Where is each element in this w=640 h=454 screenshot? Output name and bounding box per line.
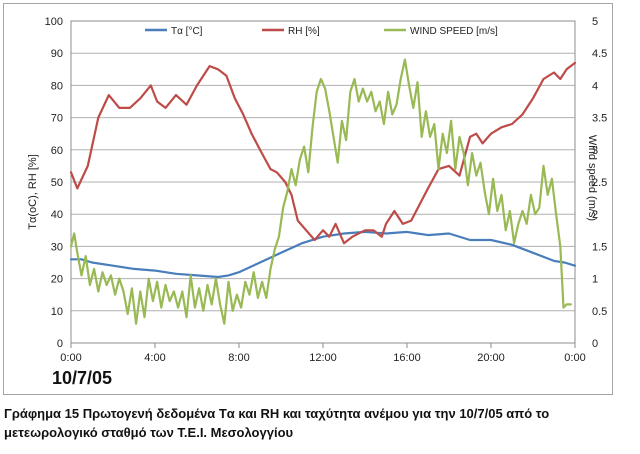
y-right-tick-label: 4 xyxy=(592,80,598,92)
y-right-tick-label: 2 xyxy=(592,209,598,221)
caption-line-2: μετεωρολογικό σταθμό των Τ.Ε.Ι. Μεσολογγ… xyxy=(4,425,294,440)
legend: Tα [°C] RH [%] WIND SPEED [m/s] xyxy=(145,26,498,37)
y-left-tick-label: 60 xyxy=(51,145,63,157)
series-layer xyxy=(69,58,577,325)
x-tick-label: 16:00 xyxy=(393,352,421,364)
y-axis-left-title: Tα(oC), RH [%] xyxy=(27,154,39,229)
y-right-tick-label: 4.5 xyxy=(592,48,607,60)
legend-label: Tα [°C] xyxy=(171,26,203,37)
y-left-tick-label: 20 xyxy=(51,274,63,286)
legend-label: RH [%] xyxy=(288,26,320,37)
y-axis-right-title: Wind speed (m/s) xyxy=(586,135,598,221)
series-line-1 xyxy=(69,61,577,245)
y-left-tick-label: 30 xyxy=(51,241,63,253)
y-right-tick-label: 5 xyxy=(592,16,598,28)
y-left-tick-label: 100 xyxy=(45,16,63,28)
y-right-tick-label: 3 xyxy=(592,145,598,157)
y-right-tick-label: 1 xyxy=(592,274,598,286)
x-tick-label: 8:00 xyxy=(228,352,249,364)
x-tick-label: 4:00 xyxy=(144,352,165,364)
y-left-tick-label: 50 xyxy=(51,177,63,189)
x-tick-label: 20:00 xyxy=(477,352,505,364)
legend-label: WIND SPEED [m/s] xyxy=(410,26,498,37)
series-line-0 xyxy=(69,230,577,279)
series-line-2 xyxy=(69,58,572,325)
y-right-tick-label: 0 xyxy=(592,338,598,350)
y-right-tick-label: 2.5 xyxy=(592,177,607,189)
y-right-tick-label: 3.5 xyxy=(592,113,607,125)
figure-caption: Γράφημα 15 Πρωτογενή δεδομένα Tα και RH … xyxy=(4,404,634,442)
date-label: 10/7/05 xyxy=(52,368,113,388)
chart: 0 10 20 30 40 50 60 70 80 90 100 0 0.5 1 1.5 2 2.5 3 3.5 4… xyxy=(27,16,607,364)
chart-frame xyxy=(3,3,613,395)
y-left-tick-label: 40 xyxy=(51,209,63,221)
y-left-tick-label: 70 xyxy=(51,113,63,125)
y-right-ticks: 0 0.5 1 1.5 2 2.5 3 3.5 4 4.5 5 xyxy=(592,16,607,350)
y-left-tick-label: 0 xyxy=(57,338,63,350)
x-ticks: 0:00 4:00 8:00 12:00 16:00 20:00 0:00 xyxy=(60,343,586,364)
y-left-tick-label: 10 xyxy=(51,306,63,318)
x-tick-label: 0:00 xyxy=(564,352,585,364)
y-left-tick-label: 90 xyxy=(51,48,63,60)
y-right-tick-label: 0.5 xyxy=(592,306,607,318)
y-right-tick-label: 1.5 xyxy=(592,241,607,253)
x-tick-label: 12:00 xyxy=(309,352,337,364)
y-left-tick-label: 80 xyxy=(51,80,63,92)
caption-line-1: Γράφημα 15 Πρωτογενή δεδομένα Tα και RH … xyxy=(4,406,550,421)
x-tick-label: 0:00 xyxy=(60,352,81,364)
y-left-ticks: 0 10 20 30 40 50 60 70 80 90 100 xyxy=(45,16,63,350)
